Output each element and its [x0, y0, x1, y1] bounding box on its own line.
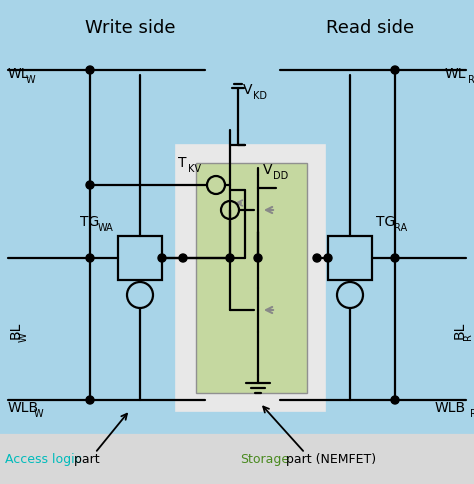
Circle shape [391, 66, 399, 74]
Circle shape [391, 254, 399, 262]
Bar [328, 236, 372, 280]
Bar [0, 435, 474, 484]
Text: W: W [34, 409, 44, 419]
Circle shape [391, 396, 399, 404]
Text: W: W [26, 75, 36, 85]
Circle shape [158, 254, 166, 262]
Text: DD: DD [273, 171, 288, 181]
Bar [118, 236, 162, 280]
Circle shape [226, 254, 234, 262]
Text: BL: BL [9, 321, 23, 339]
Text: TG: TG [80, 215, 99, 229]
Circle shape [86, 396, 94, 404]
Text: Write side: Write side [85, 19, 175, 37]
Text: TG: TG [376, 215, 395, 229]
Text: R: R [468, 75, 474, 85]
Bar [196, 163, 307, 393]
Text: KV: KV [188, 164, 201, 174]
Text: WL: WL [445, 67, 466, 81]
Text: part: part [70, 454, 100, 467]
Text: WL: WL [8, 67, 29, 81]
Circle shape [313, 254, 321, 262]
Text: V: V [243, 83, 253, 97]
Text: T: T [178, 156, 186, 170]
Text: R: R [470, 409, 474, 419]
Text: Read side: Read side [326, 19, 414, 37]
Text: RA: RA [394, 223, 407, 233]
Text: KD: KD [253, 91, 267, 101]
Text: WLB: WLB [435, 401, 466, 415]
Bar [183, 152, 317, 403]
Text: V: V [263, 163, 273, 177]
Circle shape [86, 66, 94, 74]
Text: WA: WA [98, 223, 114, 233]
Circle shape [179, 254, 187, 262]
Text: part (NEMFET): part (NEMFET) [282, 454, 376, 467]
Circle shape [86, 181, 94, 189]
Circle shape [254, 254, 262, 262]
Text: Access logic: Access logic [5, 454, 82, 467]
Text: R: R [463, 333, 473, 340]
Circle shape [86, 254, 94, 262]
Text: Storage: Storage [240, 454, 289, 467]
Circle shape [324, 254, 332, 262]
Text: WLB: WLB [8, 401, 39, 415]
Text: BL: BL [453, 321, 467, 339]
Text: W: W [19, 332, 29, 342]
